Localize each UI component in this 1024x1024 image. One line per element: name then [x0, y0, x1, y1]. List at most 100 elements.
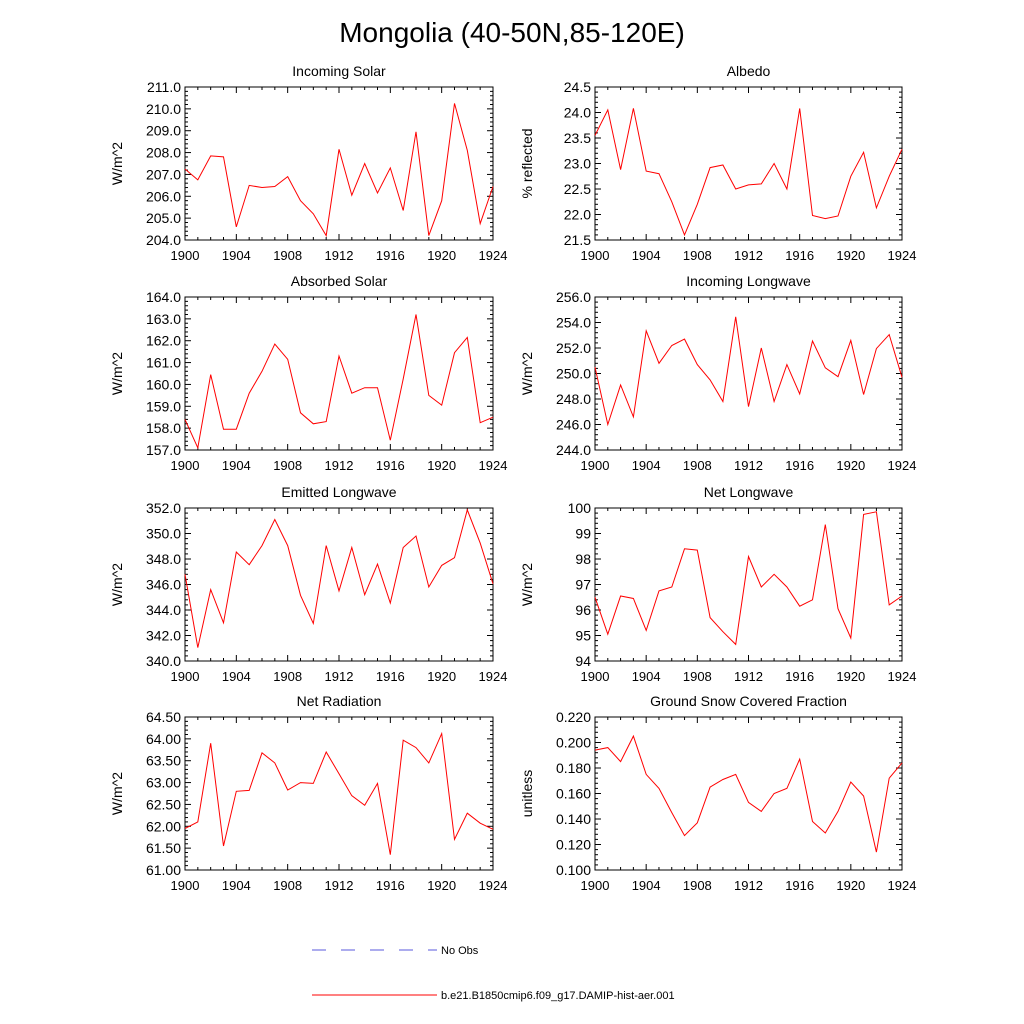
- absorbed-solar-xtick-label: 1900: [171, 458, 200, 473]
- albedo-xtick-label: 1912: [734, 248, 763, 263]
- net-radiation-ytick-label: 64.00: [146, 731, 181, 747]
- emitted-longwave-xtick-label: 1900: [171, 669, 200, 684]
- figure-title: Mongolia (40-50N,85-120E): [339, 17, 685, 48]
- emitted-longwave-ytick-label: 346.0: [146, 577, 181, 593]
- albedo-ylabel: % reflected: [519, 128, 535, 198]
- net-longwave-ylabel: W/m^2: [519, 563, 535, 606]
- incoming-longwave-ytick-label: 248.0: [556, 391, 591, 407]
- incoming-longwave-xtick-label: 1916: [785, 458, 814, 473]
- net-longwave-xtick-label: 1920: [836, 669, 865, 684]
- emitted-longwave-ytick-label: 342.0: [146, 628, 181, 644]
- albedo-xtick-label: 1900: [581, 248, 610, 263]
- net-radiation-xtick-label: 1920: [427, 878, 456, 893]
- ground-snow-covered-fraction-ytick-label: 0.100: [556, 862, 591, 878]
- albedo-title: Albedo: [727, 63, 771, 79]
- net-radiation-xtick-label: 1912: [325, 878, 354, 893]
- emitted-longwave-xtick-label: 1912: [325, 669, 354, 684]
- net-longwave-xtick-label: 1916: [785, 669, 814, 684]
- absorbed-solar-series-line: [184, 314, 494, 450]
- net-radiation-ytick-label: 64.50: [146, 709, 181, 725]
- ground-snow-covered-fraction-ytick-label: 0.220: [556, 709, 591, 725]
- ground-snow-covered-fraction-panel: Ground Snow Covered Fraction unitless 1900…: [519, 693, 916, 893]
- absorbed-solar-ytick-label: 162.0: [146, 333, 181, 349]
- emitted-longwave-xtick-label: 1904: [222, 669, 251, 684]
- ground-snow-covered-fraction-ytick-label: 0.160: [556, 786, 591, 802]
- ground-snow-covered-fraction-ytick-label: 0.180: [556, 760, 591, 776]
- emitted-longwave-xtick-label: 1908: [273, 669, 302, 684]
- incoming-longwave-ytick-label: 256.0: [556, 289, 591, 305]
- incoming-longwave-ytick-label: 244.0: [556, 442, 591, 458]
- net-radiation-xtick-label: 1900: [171, 878, 200, 893]
- absorbed-solar-xtick-label: 1904: [222, 458, 251, 473]
- absorbed-solar-ytick-label: 160.0: [146, 376, 181, 392]
- net-radiation-ytick-label: 62.50: [146, 796, 181, 812]
- incoming-solar-ytick-label: 207.0: [146, 166, 181, 182]
- incoming-solar-ytick-label: 211.0: [147, 79, 181, 95]
- net-radiation-xtick-label: 1904: [222, 878, 251, 893]
- net-radiation-ylabel: W/m^2: [109, 772, 125, 815]
- net-longwave-ytick-label: 96: [575, 602, 591, 618]
- ground-snow-covered-fraction-xtick-label: 1908: [683, 878, 712, 893]
- ground-snow-covered-fraction-series-line: [594, 734, 903, 853]
- incoming-solar-series-line: [184, 103, 494, 238]
- net-radiation-xtick-label: 1908: [273, 878, 302, 893]
- incoming-solar-xtick-label: 1908: [273, 248, 302, 263]
- ground-snow-covered-fraction-title: Ground Snow Covered Fraction: [650, 693, 847, 709]
- incoming-solar-xtick-label: 1916: [376, 248, 405, 263]
- incoming-solar-xtick-label: 1920: [427, 248, 456, 263]
- absorbed-solar-ytick-label: 159.0: [146, 398, 181, 414]
- emitted-longwave-ylabel: W/m^2: [109, 563, 125, 606]
- incoming-solar-ytick-label: 206.0: [146, 188, 181, 204]
- incoming-solar-xtick-label: 1904: [222, 248, 251, 263]
- incoming-solar-ytick-label: 210.0: [146, 101, 181, 117]
- incoming-longwave-series-line: [594, 316, 903, 427]
- net-radiation-xtick-label: 1916: [376, 878, 405, 893]
- incoming-longwave-xtick-label: 1900: [581, 458, 610, 473]
- incoming-solar-xtick-label: 1900: [171, 248, 200, 263]
- net-longwave-xtick-label: 1904: [632, 669, 661, 684]
- emitted-longwave-series-line: [184, 508, 494, 648]
- ground-snow-covered-fraction-xtick-label: 1912: [734, 878, 763, 893]
- ground-snow-covered-fraction-xtick-label: 1924: [888, 878, 917, 893]
- albedo-ytick-label: 23.5: [564, 130, 591, 146]
- emitted-longwave-ytick-label: 352.0: [146, 500, 181, 516]
- net-longwave-title: Net Longwave: [704, 484, 794, 500]
- absorbed-solar-title: Absorbed Solar: [291, 273, 388, 289]
- legend-model-label: b.e21.B1850cmip6.f09_g17.DAMIP-hist-aer.…: [441, 990, 675, 1002]
- legend-no-obs-label: No Obs: [441, 945, 479, 957]
- albedo-series-line: [594, 108, 903, 237]
- legend: No Obs b.e21.B1850cmip6.f09_g17.DAMIP-hi…: [312, 945, 675, 1002]
- emitted-longwave-ytick-label: 348.0: [146, 551, 181, 567]
- absorbed-solar-xtick-label: 1912: [325, 458, 354, 473]
- net-longwave-xtick-label: 1900: [581, 669, 610, 684]
- incoming-longwave-panel: Incoming Longwave W/m^2 1900 1904 1908 1912 19…: [519, 273, 916, 473]
- net-longwave-xtick-label: 1908: [683, 669, 712, 684]
- ground-snow-covered-fraction-xtick-label: 1900: [581, 878, 610, 893]
- net-radiation-ytick-label: 61.00: [146, 862, 181, 878]
- emitted-longwave-xtick-label: 1924: [479, 669, 508, 684]
- albedo-xtick-label: 1920: [836, 248, 865, 263]
- incoming-longwave-ylabel: W/m^2: [519, 352, 535, 395]
- emitted-longwave-xtick-label: 1920: [427, 669, 456, 684]
- incoming-longwave-xtick-label: 1920: [836, 458, 865, 473]
- emitted-longwave-plot-frame: [184, 507, 494, 662]
- ground-snow-covered-fraction-ytick-label: 0.200: [556, 735, 591, 751]
- incoming-longwave-xtick-label: 1904: [632, 458, 661, 473]
- absorbed-solar-ytick-label: 157.0: [146, 442, 181, 458]
- net-radiation-panel: Net Radiation W/m^2 1900 1904 1908 1912 1916 19…: [109, 693, 507, 893]
- incoming-solar-ylabel: W/m^2: [109, 142, 125, 185]
- albedo-ytick-label: 21.5: [564, 232, 591, 248]
- albedo-plot-frame: [594, 86, 903, 241]
- ground-snow-covered-fraction-xtick-label: 1904: [632, 878, 661, 893]
- absorbed-solar-xtick-label: 1924: [479, 458, 508, 473]
- incoming-solar-title: Incoming Solar: [292, 63, 386, 79]
- panels: Incoming Solar W/m^2 1900 1904 1908 1912 1916 1…: [109, 63, 916, 893]
- albedo-ytick-label: 22.5: [564, 181, 591, 197]
- incoming-solar-panel: Incoming Solar W/m^2 1900 1904 1908 1912 1916 1…: [109, 63, 507, 263]
- incoming-solar-ytick-label: 204.0: [146, 232, 181, 248]
- absorbed-solar-ytick-label: 163.0: [146, 311, 181, 327]
- albedo-ytick-label: 22.0: [564, 207, 591, 223]
- net-radiation-ytick-label: 61.50: [146, 840, 181, 856]
- albedo-xtick-label: 1916: [785, 248, 814, 263]
- incoming-longwave-title: Incoming Longwave: [686, 273, 811, 289]
